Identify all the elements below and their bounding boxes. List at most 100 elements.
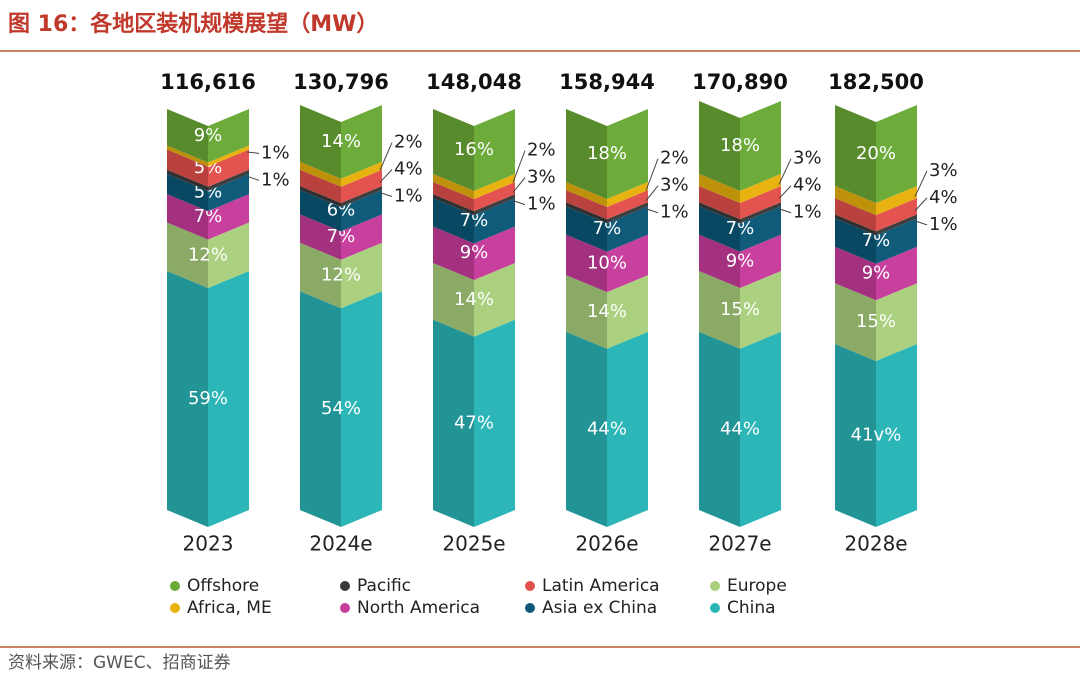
bar-segment bbox=[300, 242, 382, 309]
value-label: 3% bbox=[793, 148, 822, 169]
bar-segment bbox=[699, 331, 781, 527]
value-label: 1% bbox=[527, 194, 556, 215]
bar-segment bbox=[167, 149, 249, 187]
legend-marker bbox=[170, 581, 180, 591]
legend-marker bbox=[170, 603, 180, 613]
leader-line bbox=[914, 220, 928, 226]
bar-segment bbox=[699, 234, 781, 289]
value-label: 1% bbox=[929, 214, 958, 235]
value-label: 10% bbox=[587, 252, 627, 273]
bar-segment bbox=[433, 173, 515, 199]
bar-segment bbox=[835, 186, 917, 216]
value-label: 20% bbox=[856, 143, 896, 164]
bar-segment bbox=[433, 198, 515, 244]
value-label: 9% bbox=[862, 262, 891, 283]
bar-segment bbox=[835, 246, 917, 301]
bar-segment bbox=[300, 190, 382, 232]
legend-marker bbox=[525, 603, 535, 613]
bar-segment bbox=[433, 181, 515, 212]
bar-segment bbox=[835, 283, 917, 361]
bar-segment bbox=[300, 169, 382, 203]
leader-line bbox=[778, 158, 792, 185]
value-label: 59% bbox=[188, 388, 228, 409]
bar-segment bbox=[300, 291, 382, 527]
bar-segment bbox=[433, 226, 515, 280]
bar-segment bbox=[566, 109, 648, 199]
total-label: 116,616 bbox=[160, 70, 256, 94]
value-label: 18% bbox=[720, 135, 760, 156]
bar-segment bbox=[835, 214, 917, 236]
bar-segment bbox=[699, 173, 781, 203]
source-note: 资料来源：GWEC、招商证券 bbox=[8, 653, 231, 673]
leader-line bbox=[379, 192, 393, 197]
bar-segment bbox=[433, 109, 515, 191]
x-tick-label: 2024e bbox=[309, 532, 372, 556]
leader-line bbox=[379, 142, 393, 171]
value-label: 2% bbox=[660, 148, 689, 169]
bar-segment bbox=[699, 100, 781, 191]
value-label: 15% bbox=[720, 299, 760, 320]
value-label: 12% bbox=[321, 265, 361, 286]
total-label: 148,048 bbox=[426, 70, 522, 94]
value-label: 9% bbox=[726, 250, 755, 271]
bar-segment bbox=[835, 198, 917, 232]
bar-segment bbox=[300, 161, 382, 187]
leader-line bbox=[512, 150, 526, 183]
value-label: 47% bbox=[454, 412, 494, 433]
value-label: 7% bbox=[593, 218, 622, 239]
bar-segment bbox=[566, 206, 648, 252]
bar-segment bbox=[167, 271, 249, 527]
value-label: 15% bbox=[856, 311, 896, 332]
x-tick-label: 2027e bbox=[708, 532, 771, 556]
total-label: 158,944 bbox=[559, 70, 655, 94]
value-label: 41v% bbox=[851, 424, 902, 445]
total-label: 182,500 bbox=[828, 70, 924, 94]
bar-segment bbox=[699, 202, 781, 224]
value-label: 3% bbox=[660, 175, 689, 196]
bar-segment bbox=[566, 275, 648, 349]
value-label: 1% bbox=[394, 186, 423, 207]
bar-segment bbox=[566, 234, 648, 293]
bar-segment bbox=[835, 343, 917, 527]
value-label: 44% bbox=[587, 418, 627, 439]
leader-line bbox=[645, 208, 659, 214]
legend-label: Pacific bbox=[357, 576, 411, 596]
leader-line bbox=[914, 197, 928, 212]
bar-segment bbox=[566, 181, 648, 208]
value-label: 14% bbox=[587, 301, 627, 322]
value-label: 18% bbox=[587, 143, 627, 164]
leader-line bbox=[778, 185, 792, 199]
bar-segment bbox=[433, 262, 515, 337]
bar-segment bbox=[566, 331, 648, 527]
legend-label: Offshore bbox=[187, 576, 259, 596]
value-label: 12% bbox=[188, 244, 228, 265]
value-label: 4% bbox=[793, 175, 822, 196]
legend-label: Asia ex China bbox=[542, 598, 657, 618]
chart-title: 图 16：各地区装机规模展望（MW） bbox=[8, 11, 378, 37]
value-label: 1% bbox=[261, 169, 290, 190]
x-tick-label: 2025e bbox=[442, 532, 505, 556]
value-label: 9% bbox=[460, 242, 489, 263]
legend-marker bbox=[525, 581, 535, 591]
value-label: 1% bbox=[261, 142, 290, 163]
value-label: 9% bbox=[194, 125, 223, 146]
legend-marker bbox=[710, 603, 720, 613]
legend-label: Africa, ME bbox=[187, 598, 272, 618]
bar-segment bbox=[167, 173, 249, 212]
leader-line bbox=[246, 151, 260, 154]
value-label: 2% bbox=[527, 140, 556, 161]
x-tick-label: 2023 bbox=[183, 532, 234, 556]
bar-segment bbox=[566, 202, 648, 224]
value-label: 3% bbox=[527, 167, 556, 188]
bar-segment bbox=[699, 271, 781, 349]
legend-label: Latin America bbox=[542, 576, 660, 596]
bar-segment bbox=[835, 105, 917, 203]
value-label: 6% bbox=[327, 200, 356, 221]
leader-line bbox=[914, 170, 928, 197]
leader-line bbox=[246, 175, 260, 181]
leader-line bbox=[645, 185, 659, 201]
bar-segment bbox=[167, 109, 249, 163]
value-label: 4% bbox=[394, 159, 423, 180]
value-label: 7% bbox=[327, 226, 356, 247]
